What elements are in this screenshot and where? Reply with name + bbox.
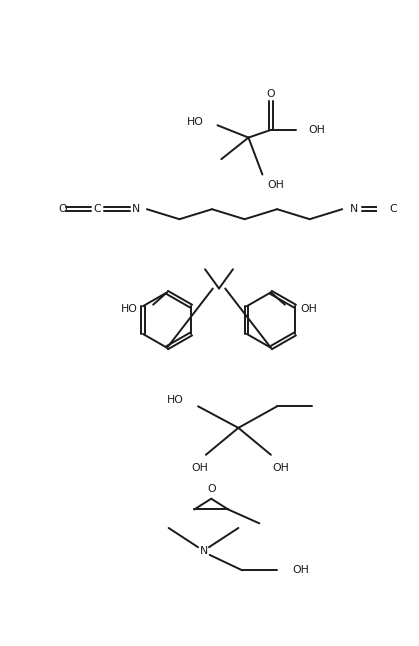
Text: OH: OH [267,180,284,191]
Text: OH: OH [273,463,290,473]
Text: OH: OH [300,304,317,315]
Text: O: O [266,89,275,99]
Text: C: C [390,204,397,214]
Text: OH: OH [292,565,310,576]
Text: N: N [350,204,358,214]
Text: N: N [132,204,140,214]
Text: O: O [59,204,67,214]
Text: HO: HO [167,395,184,405]
Text: HO: HO [186,117,204,127]
Text: O: O [207,484,215,494]
Text: N: N [199,546,208,556]
Text: OH: OH [308,125,325,135]
Text: C: C [93,204,101,214]
Text: OH: OH [191,463,208,473]
Text: HO: HO [121,304,137,315]
